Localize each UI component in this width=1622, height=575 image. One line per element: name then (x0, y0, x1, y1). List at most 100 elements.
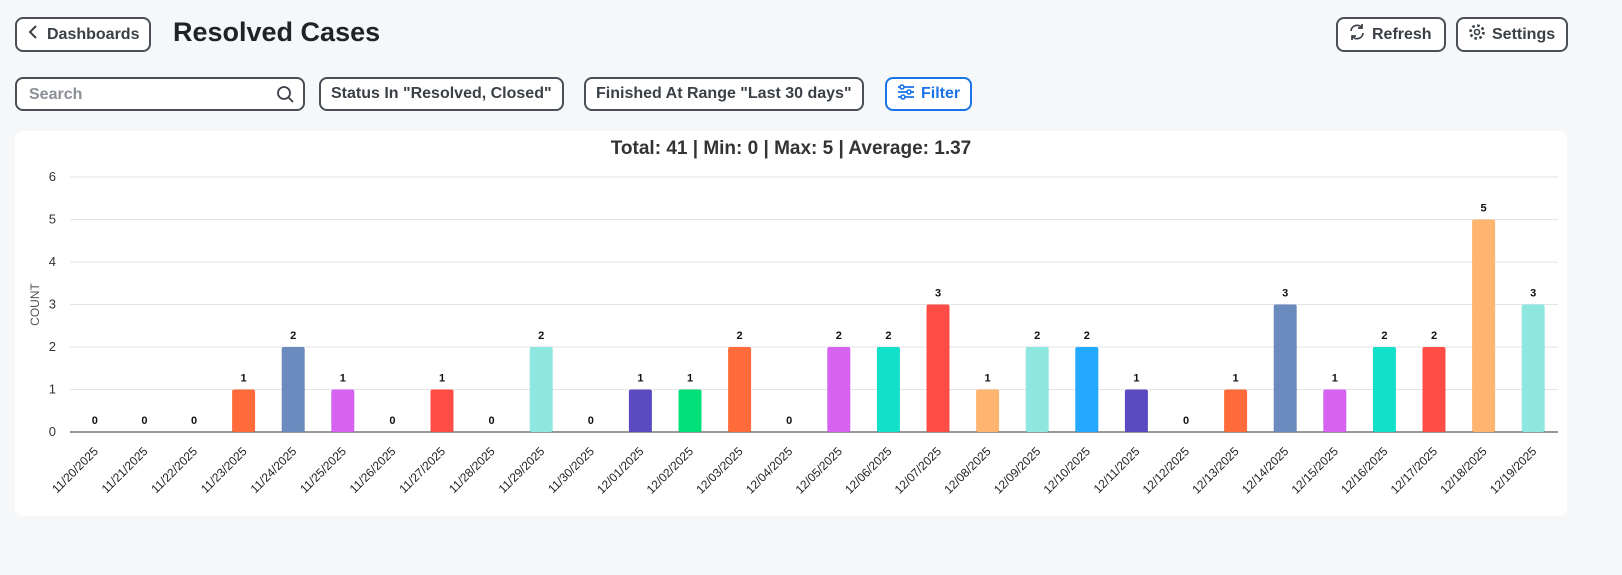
data-label: 2 (538, 330, 544, 342)
refresh-button[interactable]: Refresh (1336, 17, 1446, 52)
x-tick-label: 11/21/2025 (99, 444, 151, 496)
x-tick-label: 12/05/2025 (793, 444, 846, 497)
x-tick-label: 12/07/2025 (892, 444, 945, 497)
data-label: 2 (737, 330, 743, 342)
x-tick-label: 12/08/2025 (941, 444, 994, 497)
bar (1025, 347, 1049, 432)
x-tick-label: 12/13/2025 (1189, 444, 1242, 497)
x-tick-label: 12/15/2025 (1289, 444, 1342, 497)
x-tick-label: 11/20/2025 (49, 444, 101, 496)
data-label: 1 (637, 373, 643, 385)
bar (1372, 347, 1396, 432)
x-tick-label: 11/26/2025 (347, 444, 399, 496)
bar (331, 389, 355, 432)
bar (1124, 389, 1148, 432)
data-label: 2 (290, 330, 296, 342)
x-tick-label: 11/29/2025 (496, 444, 548, 496)
bar (976, 389, 1000, 432)
settings-button[interactable]: Settings (1456, 17, 1568, 52)
x-tick-label: 11/27/2025 (396, 444, 448, 496)
x-tick-label: 12/06/2025 (842, 444, 895, 497)
y-tick-label: 0 (49, 424, 56, 439)
data-label: 1 (1133, 373, 1139, 385)
y-tick-label: 3 (49, 297, 56, 312)
chart-summary: Total: 41 | Min: 0 | Max: 5 | Average: 1… (610, 138, 972, 159)
data-label: 2 (1431, 330, 1437, 342)
x-tick-label: 12/17/2025 (1388, 444, 1441, 497)
bar (1422, 347, 1446, 432)
data-label: 2 (1084, 330, 1090, 342)
x-tick-label: 12/04/2025 (743, 444, 796, 497)
page-title: Resolved Cases (173, 17, 381, 47)
search-field[interactable] (15, 77, 305, 111)
data-label: 5 (1481, 203, 1487, 215)
data-label: 1 (340, 373, 346, 385)
data-label: 1 (985, 373, 991, 385)
back-to-dashboards-button[interactable]: Dashboards (15, 17, 152, 52)
refresh-label: Refresh (1372, 25, 1432, 43)
data-label: 1 (1332, 373, 1338, 385)
y-tick-label: 1 (49, 382, 56, 397)
data-label: 1 (1233, 373, 1239, 385)
status-filter-chip[interactable]: Status In "Resolved, Closed" (319, 77, 564, 111)
data-label: 3 (935, 288, 941, 300)
bar (529, 347, 553, 432)
data-label: 0 (588, 415, 594, 427)
bar (430, 389, 454, 432)
chevron-left-icon (27, 24, 41, 45)
x-tick-label: 12/16/2025 (1338, 444, 1391, 497)
data-label: 1 (687, 373, 693, 385)
search-input[interactable] (27, 85, 271, 105)
bar (1075, 347, 1099, 432)
settings-label: Settings (1492, 25, 1556, 43)
data-label: 3 (1530, 288, 1536, 300)
filter-button[interactable]: Filter (885, 77, 973, 111)
bar (728, 347, 752, 432)
x-tick-label: 12/02/2025 (644, 444, 697, 497)
filter-label: Filter (921, 85, 961, 102)
bar (876, 347, 900, 432)
data-label: 1 (439, 373, 445, 385)
bar (1323, 389, 1347, 432)
refresh-icon (1348, 23, 1366, 46)
y-tick-label: 2 (49, 339, 56, 354)
bar (628, 389, 652, 432)
bar (1273, 304, 1297, 432)
bar (1521, 304, 1545, 432)
data-label: 2 (836, 330, 842, 342)
y-tick-label: 5 (49, 212, 56, 227)
x-tick-label: 12/19/2025 (1487, 444, 1540, 497)
data-label: 0 (191, 415, 197, 427)
x-tick-label: 11/30/2025 (545, 444, 597, 496)
chart-card: Total: 41 | Min: 0 | Max: 5 | Average: 1… (15, 131, 1567, 516)
x-tick-label: 12/11/2025 (1091, 444, 1143, 496)
x-tick-label: 12/09/2025 (991, 444, 1044, 497)
x-tick-label: 12/01/2025 (594, 444, 647, 497)
search-icon[interactable] (276, 85, 295, 109)
back-label: Dashboards (47, 25, 140, 43)
data-label: 2 (885, 330, 891, 342)
x-tick-label: 11/23/2025 (198, 444, 250, 496)
x-tick-label: 12/03/2025 (693, 444, 746, 497)
x-tick-label: 12/10/2025 (1041, 444, 1094, 497)
data-label: 0 (92, 415, 98, 427)
finished-range-filter-chip[interactable]: Finished At Range "Last 30 days" (584, 77, 864, 111)
status-filter-label: Status In "Resolved, Closed" (331, 85, 552, 102)
data-label: 0 (489, 415, 495, 427)
y-tick-label: 4 (49, 254, 56, 269)
data-label: 0 (1183, 415, 1189, 427)
bar (827, 347, 851, 432)
x-tick-label: 12/18/2025 (1437, 444, 1490, 497)
x-tick-label: 11/24/2025 (248, 444, 300, 496)
bar-chart: 0 1 2 3 4 5 6 COUNT 0 11/20/2025 0 11/21/2025 0 11/22… (28, 169, 1558, 497)
bar (232, 389, 256, 432)
finished-range-label: Finished At Range "Last 30 days" (596, 85, 852, 102)
y-axis-label: COUNT (28, 283, 42, 326)
bar (678, 389, 702, 432)
x-tick-label: 11/25/2025 (297, 444, 349, 496)
x-tick-label: 11/22/2025 (148, 444, 200, 496)
data-label: 2 (1034, 330, 1040, 342)
x-tick-label: 12/12/2025 (1140, 444, 1193, 497)
gear-icon (1468, 23, 1486, 46)
data-label: 3 (1282, 288, 1288, 300)
